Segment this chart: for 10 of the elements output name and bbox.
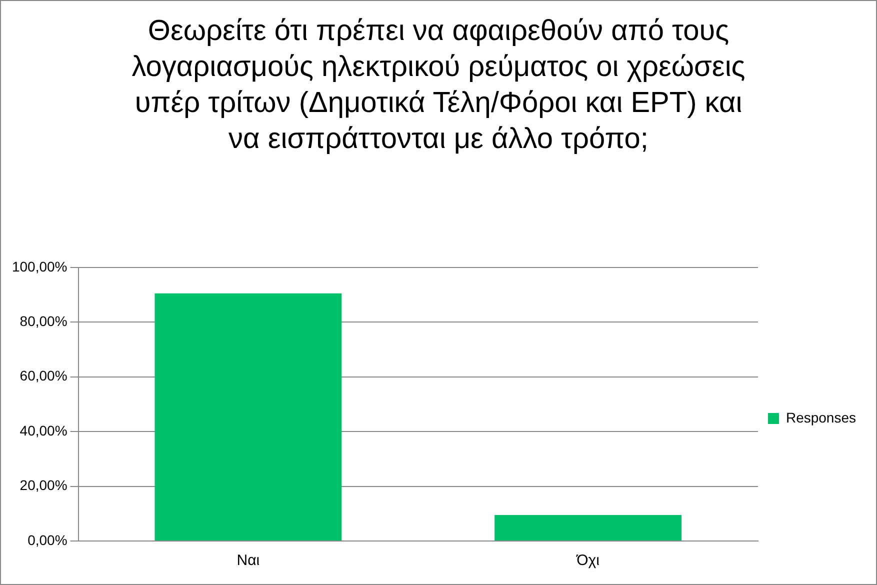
y-tick-label: 60,00%	[20, 368, 68, 384]
y-tick-label: 40,00%	[20, 422, 68, 438]
y-tick-label: 0,00%	[28, 532, 68, 548]
y-tick-label: 20,00%	[20, 477, 68, 494]
x-tick-label: Ναι	[236, 552, 260, 570]
y-tick-label: 100,00%	[12, 258, 68, 274]
y-tick-label: 80,00%	[20, 312, 68, 329]
chart-title: Θεωρείτε ότι πρέπει να αφαιρεθούν από τους λογαριασμούς ηλεκτρικού ρεύματος οι χρεώσεις υπέρ τρίτων (Δημοτικά Τέλη/Φόροι και ΕΡΤ) και να εισπράττονται με άλλο τρόπο;	[130, 14, 746, 157]
x-tick-label: Όχι	[576, 552, 600, 570]
legend-label: Responses	[786, 409, 856, 426]
